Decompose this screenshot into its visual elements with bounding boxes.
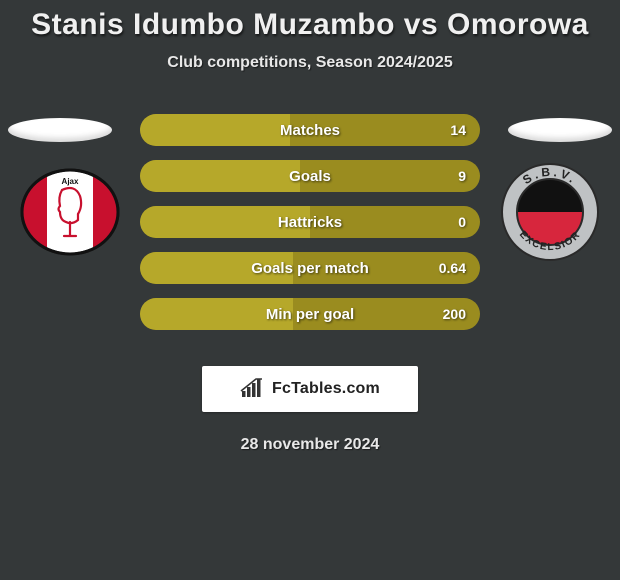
stat-label: Hattricks [278, 214, 342, 231]
stat-row-gpm: Goals per match 0.64 [140, 252, 480, 284]
stat-fill [140, 160, 300, 192]
page-title: Stanis Idumbo Muzambo vs Omorowa [0, 8, 620, 42]
stat-row-goals: Goals 9 [140, 160, 480, 192]
stat-value: 9 [458, 168, 466, 184]
player-head-right [508, 118, 612, 142]
fctables-label: FcTables.com [272, 380, 380, 398]
bar-chart-icon [240, 378, 266, 400]
ajax-text: Ajax [62, 177, 79, 186]
stat-value: 0.64 [439, 260, 466, 276]
club-crest-right: S.B.V. EXCELSIOR [500, 162, 600, 262]
stat-value: 0 [458, 214, 466, 230]
club-crest-left: Ajax [20, 162, 120, 262]
stat-label: Min per goal [266, 306, 354, 323]
stat-label: Matches [280, 122, 340, 139]
excelsior-crest-svg: S.B.V. EXCELSIOR [500, 162, 600, 262]
ajax-crest-svg: Ajax [20, 162, 120, 262]
stat-value: 200 [443, 306, 466, 322]
stat-label: Goals per match [251, 260, 369, 277]
compare-area: Ajax S.B.V. EXCELSIOR [0, 114, 620, 344]
stat-row-matches: Matches 14 [140, 114, 480, 146]
stat-row-hattricks: Hattricks 0 [140, 206, 480, 238]
page-subtitle: Club competitions, Season 2024/2025 [0, 54, 620, 72]
stat-rows: Matches 14 Goals 9 Hattricks 0 Goals per… [140, 114, 480, 330]
stat-value: 14 [450, 122, 466, 138]
fctables-badge[interactable]: FcTables.com [202, 366, 418, 412]
stat-fill [140, 114, 290, 146]
stat-row-mpg: Min per goal 200 [140, 298, 480, 330]
comparison-card: Stanis Idumbo Muzambo vs Omorowa Club co… [0, 0, 620, 454]
stat-label: Goals [289, 168, 331, 185]
date-line: 28 november 2024 [0, 436, 620, 454]
player-head-left [8, 118, 112, 142]
